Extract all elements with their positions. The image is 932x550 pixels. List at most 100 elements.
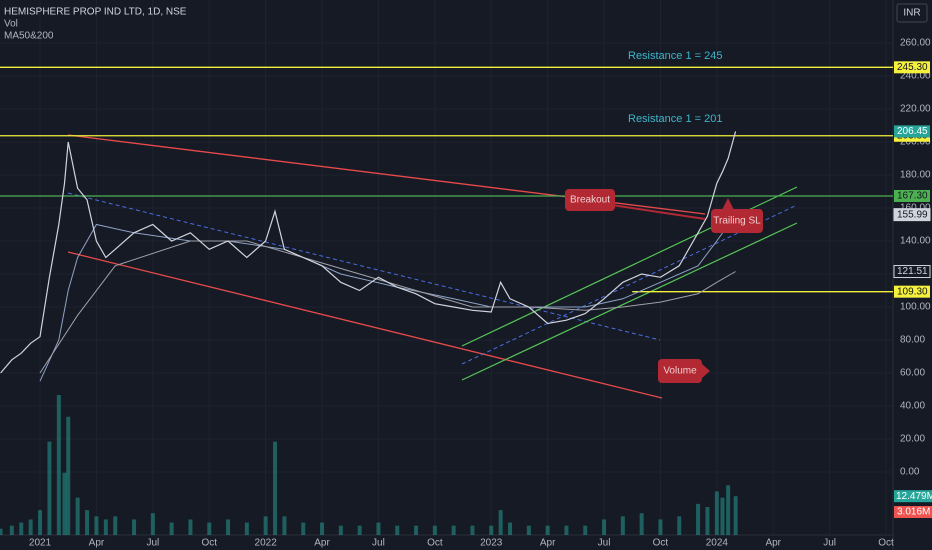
volume-bar — [498, 510, 503, 535]
volume-ma-tag — [894, 506, 932, 518]
ma-line — [39, 240, 736, 374]
y-tick-label: 100.00 — [900, 302, 931, 313]
x-tick-label: Apr — [314, 538, 330, 549]
last-price-label: 206.45 — [897, 126, 928, 137]
volume-bar — [66, 416, 71, 535]
y-tick-label: 20.00 — [900, 434, 925, 445]
x-tick-label: Jul — [146, 538, 159, 549]
volume-bar — [94, 516, 99, 535]
x-tick-label: 2022 — [255, 538, 278, 549]
annotation: Resistance 1 = 245 — [628, 50, 722, 62]
volume-bar — [9, 525, 14, 535]
level-tag — [894, 189, 930, 202]
x-tick-label: 2021 — [29, 538, 52, 549]
volume-bar — [432, 525, 437, 535]
volume-bar — [85, 510, 90, 535]
level-tag — [894, 285, 930, 298]
volume-bar — [526, 525, 531, 535]
volume-bar — [282, 516, 287, 535]
volume-bar — [113, 516, 118, 535]
volume-bar — [150, 513, 155, 535]
volume-bar — [357, 525, 362, 535]
channel-line — [461, 222, 798, 381]
callout-arrow — [702, 364, 710, 378]
volume-bar — [263, 516, 268, 535]
level-label: 245.30 — [897, 62, 928, 73]
volume-label: 12.479M — [896, 491, 932, 502]
currency-box[interactable] — [896, 3, 928, 23]
trendline — [67, 251, 663, 399]
volume-bar — [714, 491, 719, 535]
y-tick-label: 40.00 — [900, 401, 925, 412]
volume-bar — [28, 519, 33, 535]
last-price-tag — [894, 125, 930, 138]
volume-bar — [564, 525, 569, 535]
x-tick-label: Jul — [598, 538, 611, 549]
volume-bar — [583, 525, 588, 535]
y-tick-label: 80.00 — [900, 335, 925, 346]
volume-bar — [545, 525, 550, 535]
indicator-label: Vol — [4, 19, 18, 30]
volume-bar — [56, 395, 61, 535]
volume-bar — [470, 525, 475, 535]
volume-bar — [414, 525, 419, 535]
ma-line — [39, 214, 737, 382]
x-tick-label: Apr — [540, 538, 556, 549]
axis-labels: 260.00240.00220.00200.00180.00160.00140.… — [29, 38, 932, 549]
volume-bar — [19, 522, 24, 535]
ma-label: 155.99 — [897, 209, 928, 220]
trendline — [67, 192, 661, 341]
callout-text: Volume — [663, 366, 697, 377]
volume-bar — [696, 503, 701, 535]
volume-bar — [451, 525, 456, 535]
volume-bar — [169, 522, 174, 535]
volume-bar — [705, 507, 710, 535]
volume-bar — [658, 519, 663, 535]
x-tick-label: Oct — [201, 538, 217, 549]
volume-bar — [244, 522, 249, 535]
volume-bar — [508, 522, 513, 535]
volume-bar — [489, 525, 494, 535]
chart-title: HEMISPHERE PROP IND LTD, 1D, NSE — [4, 7, 187, 18]
volume-bar — [75, 497, 80, 535]
volume-bar — [226, 519, 231, 535]
volume-bar — [720, 497, 725, 535]
currency[interactable]: INR — [903, 8, 920, 19]
x-tick-label: 2023 — [480, 538, 503, 549]
y-tick-label: 140.00 — [900, 236, 931, 247]
y-tick-label: 200.00 — [900, 137, 931, 148]
y-tick-label: 0.00 — [900, 467, 920, 478]
callout-box — [658, 359, 702, 383]
indicator-label: MA50&200 — [4, 31, 54, 42]
callout-arrow — [722, 198, 734, 210]
volume-bar — [733, 496, 738, 535]
volume-bar — [376, 522, 381, 535]
volume-bar — [132, 519, 137, 535]
level-label: 167.30 — [897, 191, 928, 202]
volume-bar — [320, 522, 325, 535]
callout-text: Breakout — [570, 195, 610, 206]
volume-bar — [677, 516, 682, 535]
plot — [0, 66, 893, 535]
price-line — [0, 131, 737, 374]
ma-tag — [893, 265, 931, 279]
x-tick-label: Oct — [427, 538, 443, 549]
y-tick-label: 180.00 — [900, 170, 931, 181]
x-tick-label: Apr — [89, 538, 105, 549]
volume-bar — [395, 525, 400, 535]
callout-box — [565, 189, 615, 211]
callout-text: Trailing SL — [713, 216, 761, 227]
volume-bar — [47, 441, 52, 535]
volume-bar — [620, 516, 625, 535]
y-tick-label: 220.00 — [900, 104, 931, 115]
volume-bar — [726, 485, 731, 535]
volume-bar — [0, 528, 3, 535]
callouts: Breakout Trailing SL Volume Resistance 1… — [565, 50, 763, 383]
annotation: Resistance 1 = 201 — [628, 113, 722, 125]
volume-bar — [273, 441, 278, 535]
y-tick-label: 240.00 — [900, 71, 931, 82]
x-tick-label: Apr — [765, 538, 781, 549]
volume-bar — [38, 510, 43, 535]
